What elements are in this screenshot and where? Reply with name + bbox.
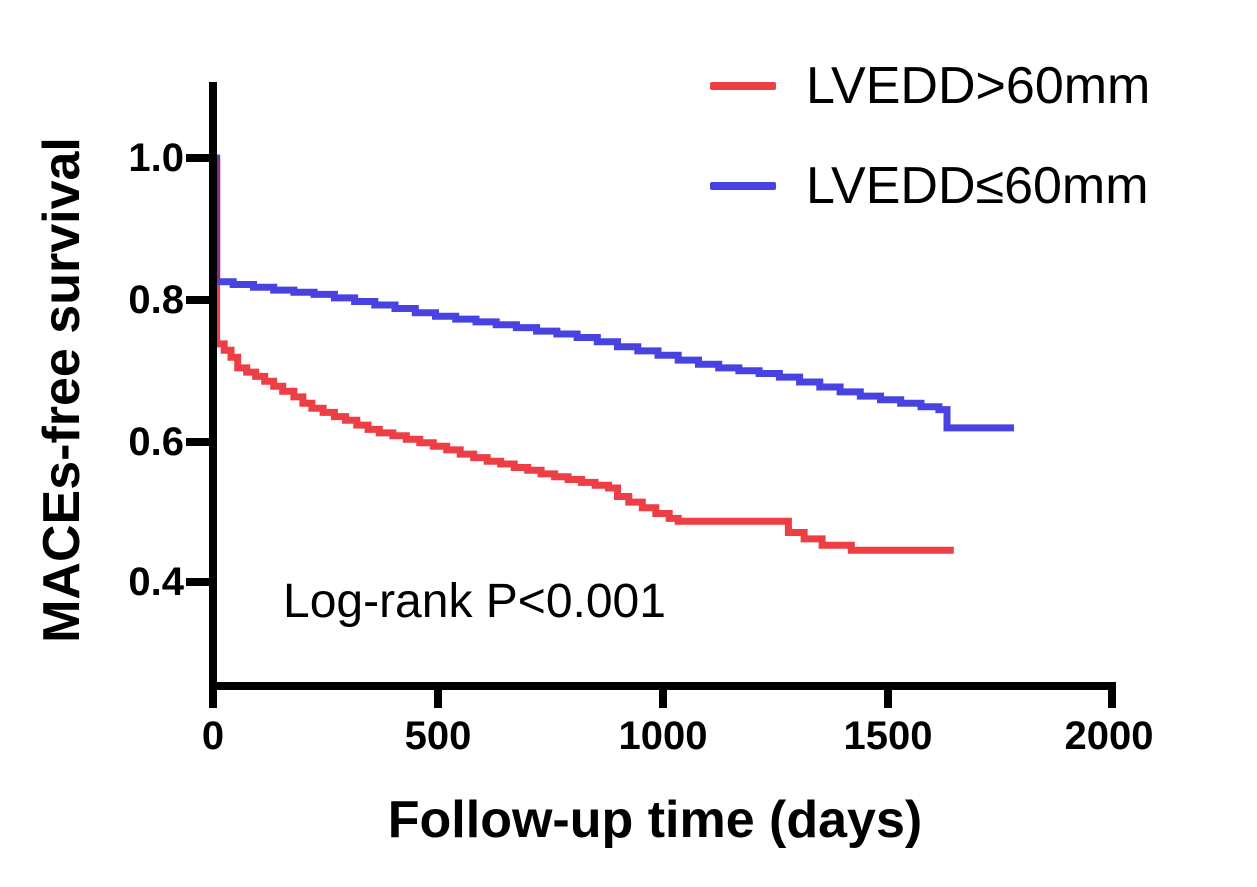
y-tick-label-0.8: 0.8 (128, 278, 184, 322)
log-rank-p-value-annotation: Log-rank P<0.001 (283, 575, 666, 628)
x-tick-label-1000: 1000 (618, 714, 708, 758)
y-tick-label-1.0: 1.0 (128, 136, 184, 180)
legend-line-swatch-lvedd-gt-60 (710, 82, 776, 90)
y-tick-0.8 (186, 296, 209, 304)
survival-curve-lvedd-gt-60 (213, 154, 954, 554)
y-tick-0.6 (186, 438, 209, 446)
x-tick-2000 (1108, 690, 1116, 708)
x-tick-label-1500: 1500 (843, 714, 933, 758)
x-tick-500 (434, 690, 442, 708)
legend-label-lvedd-gt-60: LVEDD>60mm (806, 57, 1151, 115)
x-tick-label-0: 0 (201, 714, 225, 758)
y-tick-1.0 (186, 154, 209, 162)
legend-line-swatch-lvedd-le-60 (710, 182, 776, 190)
y-tick-0.4 (186, 578, 209, 586)
x-axis-spine (209, 682, 1116, 690)
x-tick-label-2000: 2000 (1064, 714, 1154, 758)
x-tick-0 (209, 690, 217, 708)
survival-curve-lvedd-le-60 (213, 154, 1014, 432)
legend-label-lvedd-le-60: LVEDD≤60mm (806, 157, 1149, 215)
y-tick-label-0.6: 0.6 (128, 420, 184, 464)
x-tick-label-500: 500 (404, 714, 472, 758)
x-tick-1500 (884, 690, 892, 708)
y-axis-title: MACEs-free survival (33, 137, 91, 643)
y-tick-label-0.4: 0.4 (128, 560, 184, 604)
x-tick-1000 (659, 690, 667, 708)
x-axis-title: Follow-up time (days) (387, 791, 923, 849)
y-axis-spine (209, 82, 217, 690)
